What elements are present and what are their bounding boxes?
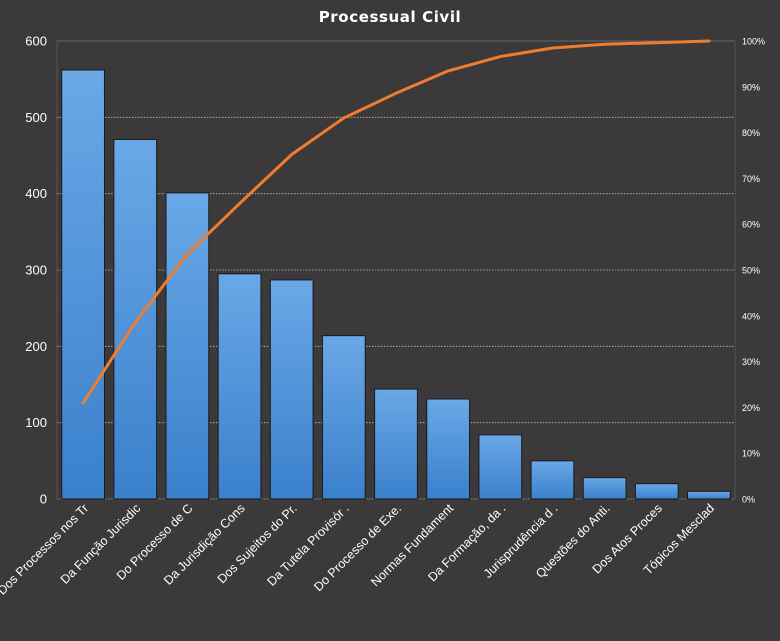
bar [113, 138, 158, 500]
x-tick-label: Dos Processos nos Tr [0, 501, 91, 597]
bar [374, 388, 418, 500]
x-tick-label: Do Processo de Exe. [311, 501, 404, 594]
y2-tick-label: 10% [742, 449, 760, 459]
chart-title: Processual Civil [318, 8, 462, 26]
y2-tick-label: 50% [742, 266, 760, 276]
cumulative-line [81, 39, 711, 405]
bar [634, 483, 679, 500]
y-tick-label: 400 [25, 186, 47, 201]
y2-tick-label: 100% [742, 37, 765, 47]
y2-tick-label: 90% [742, 82, 760, 92]
y2-tick-label: 0% [742, 495, 755, 505]
bar [165, 192, 210, 500]
bar [687, 490, 731, 500]
y-tick-label: 300 [25, 263, 47, 278]
y-tick-label: 0 [40, 492, 47, 507]
y-tick-label: 500 [25, 110, 47, 125]
y-tick-label: 600 [25, 34, 47, 49]
bars [61, 69, 731, 500]
cumulative-percent-line [81, 39, 711, 405]
bar [426, 398, 471, 500]
y-tick-label: 200 [25, 339, 47, 354]
y-axis-left: 0 100 200 300 400 500 600 [25, 34, 47, 507]
bar [478, 434, 523, 500]
bar [217, 273, 262, 500]
y2-tick-label: 40% [742, 311, 760, 321]
y2-tick-label: 70% [742, 174, 760, 184]
y2-tick-label: 80% [742, 128, 760, 138]
y2-tick-label: 30% [742, 357, 760, 367]
bar [321, 335, 366, 500]
y-axis-right: 0% 10% 20% 30% 40% 50% 60% 70% 80% 90% 100% [742, 37, 765, 505]
bar [61, 69, 105, 500]
y2-tick-label: 20% [742, 403, 760, 413]
bar [269, 279, 314, 500]
y2-tick-label: 60% [742, 220, 760, 230]
bar [530, 460, 575, 500]
bar [582, 477, 627, 500]
y-tick-label: 100 [25, 415, 47, 430]
